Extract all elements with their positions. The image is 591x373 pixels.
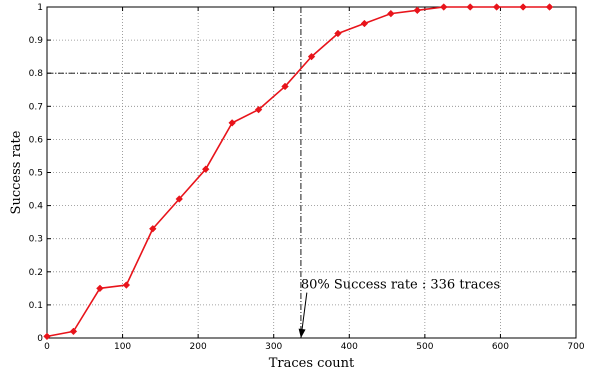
data-point — [228, 119, 236, 127]
data-point — [545, 3, 554, 11]
y-tick-label: 0.1 — [29, 301, 43, 311]
data-point — [439, 3, 448, 11]
y-tick-label: 0.6 — [29, 135, 44, 145]
data-point — [492, 3, 501, 11]
y-tick-label: 0.8 — [29, 69, 44, 79]
data-point — [519, 3, 527, 11]
data-point — [360, 19, 369, 28]
data-point — [334, 29, 342, 38]
y-tick-label: 0.5 — [29, 169, 43, 179]
y-tick-label: 0.3 — [29, 235, 43, 245]
reference-lines — [47, 7, 576, 338]
y-tick-label: 0 — [37, 334, 43, 344]
annotation-label: 80% Success rate : 336 traces — [301, 278, 500, 293]
x-tick-label: 500 — [416, 342, 433, 352]
axis-ticks: 0 100 200 300 400 500 600 700 0 0.1 0.2 0.3 0.4 0.5 0.… — [29, 3, 585, 352]
x-tick-label: 400 — [341, 342, 358, 352]
x-tick-label: 300 — [265, 342, 282, 352]
x-tick-label: 0 — [44, 342, 50, 352]
annotation-arrowhead — [298, 328, 306, 338]
series-layer — [43, 3, 554, 341]
series-line — [46, 6, 550, 338]
data-point — [122, 281, 131, 289]
y-tick-label: 0.4 — [29, 202, 44, 212]
y-axis-label: Success rate — [9, 130, 24, 214]
data-point — [413, 6, 422, 15]
data-point — [307, 52, 316, 61]
y-tick-label: 0.2 — [29, 268, 43, 278]
data-point — [254, 105, 263, 114]
x-axis-label: Traces count — [269, 356, 355, 371]
data-point — [281, 82, 289, 91]
data-point — [96, 284, 104, 293]
x-tick-label: 100 — [114, 342, 131, 352]
y-tick-label: 0.7 — [29, 102, 43, 112]
data-point — [387, 9, 395, 18]
data-point — [149, 225, 157, 233]
y-tick-label: 0.9 — [29, 36, 44, 46]
data-point — [466, 3, 474, 11]
data-point — [175, 195, 184, 203]
x-tick-label: 200 — [190, 342, 207, 352]
y-tick-label: 1 — [37, 3, 43, 13]
data-point — [43, 332, 51, 341]
data-point — [69, 327, 78, 336]
x-tick-label: 700 — [567, 342, 584, 352]
x-tick-label: 600 — [492, 342, 509, 352]
data-point — [201, 165, 210, 173]
annotation: 80% Success rate : 336 traces — [298, 278, 500, 339]
